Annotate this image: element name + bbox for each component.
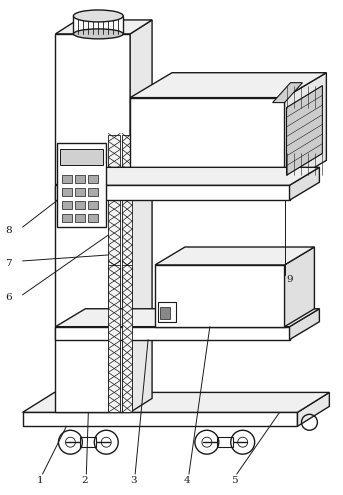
Bar <box>56 34 130 412</box>
Polygon shape <box>155 247 315 265</box>
Polygon shape <box>289 167 319 200</box>
Polygon shape <box>56 20 152 34</box>
Bar <box>88 201 98 209</box>
Text: 2: 2 <box>81 476 88 485</box>
Polygon shape <box>289 309 319 340</box>
Bar <box>75 188 85 196</box>
Bar <box>217 437 233 447</box>
Bar <box>158 302 176 322</box>
Text: 4: 4 <box>184 476 190 485</box>
Text: 1: 1 <box>37 476 44 485</box>
Polygon shape <box>285 247 315 327</box>
Bar <box>80 437 96 447</box>
Polygon shape <box>297 393 329 426</box>
Text: 8: 8 <box>5 226 12 235</box>
Polygon shape <box>56 309 319 327</box>
Bar <box>58 144 106 227</box>
Ellipse shape <box>73 29 123 39</box>
Polygon shape <box>130 20 152 412</box>
Bar <box>155 265 285 327</box>
Bar <box>88 188 98 196</box>
Bar <box>62 214 72 222</box>
Bar <box>75 201 85 209</box>
Bar <box>108 136 120 412</box>
Bar <box>88 214 98 222</box>
Polygon shape <box>286 86 322 175</box>
Bar <box>122 136 132 412</box>
Ellipse shape <box>73 10 123 22</box>
Polygon shape <box>23 393 329 412</box>
Polygon shape <box>130 73 327 98</box>
Text: 6: 6 <box>5 294 12 302</box>
Bar <box>56 185 289 200</box>
Bar <box>88 175 98 183</box>
Text: 7: 7 <box>5 259 12 268</box>
Bar <box>56 327 289 340</box>
Text: 3: 3 <box>130 476 137 485</box>
Bar <box>62 188 72 196</box>
Bar <box>75 214 85 222</box>
Bar <box>122 265 132 412</box>
Text: 9: 9 <box>286 275 293 284</box>
Bar <box>73 16 123 34</box>
Polygon shape <box>285 73 327 185</box>
Bar <box>130 98 285 185</box>
Bar <box>160 307 170 319</box>
Polygon shape <box>23 412 297 426</box>
Bar <box>62 201 72 209</box>
Polygon shape <box>273 83 303 102</box>
Text: 5: 5 <box>232 476 238 485</box>
Polygon shape <box>56 167 319 185</box>
Bar <box>75 175 85 183</box>
Bar <box>60 149 103 165</box>
Bar <box>108 265 120 412</box>
Bar <box>62 175 72 183</box>
